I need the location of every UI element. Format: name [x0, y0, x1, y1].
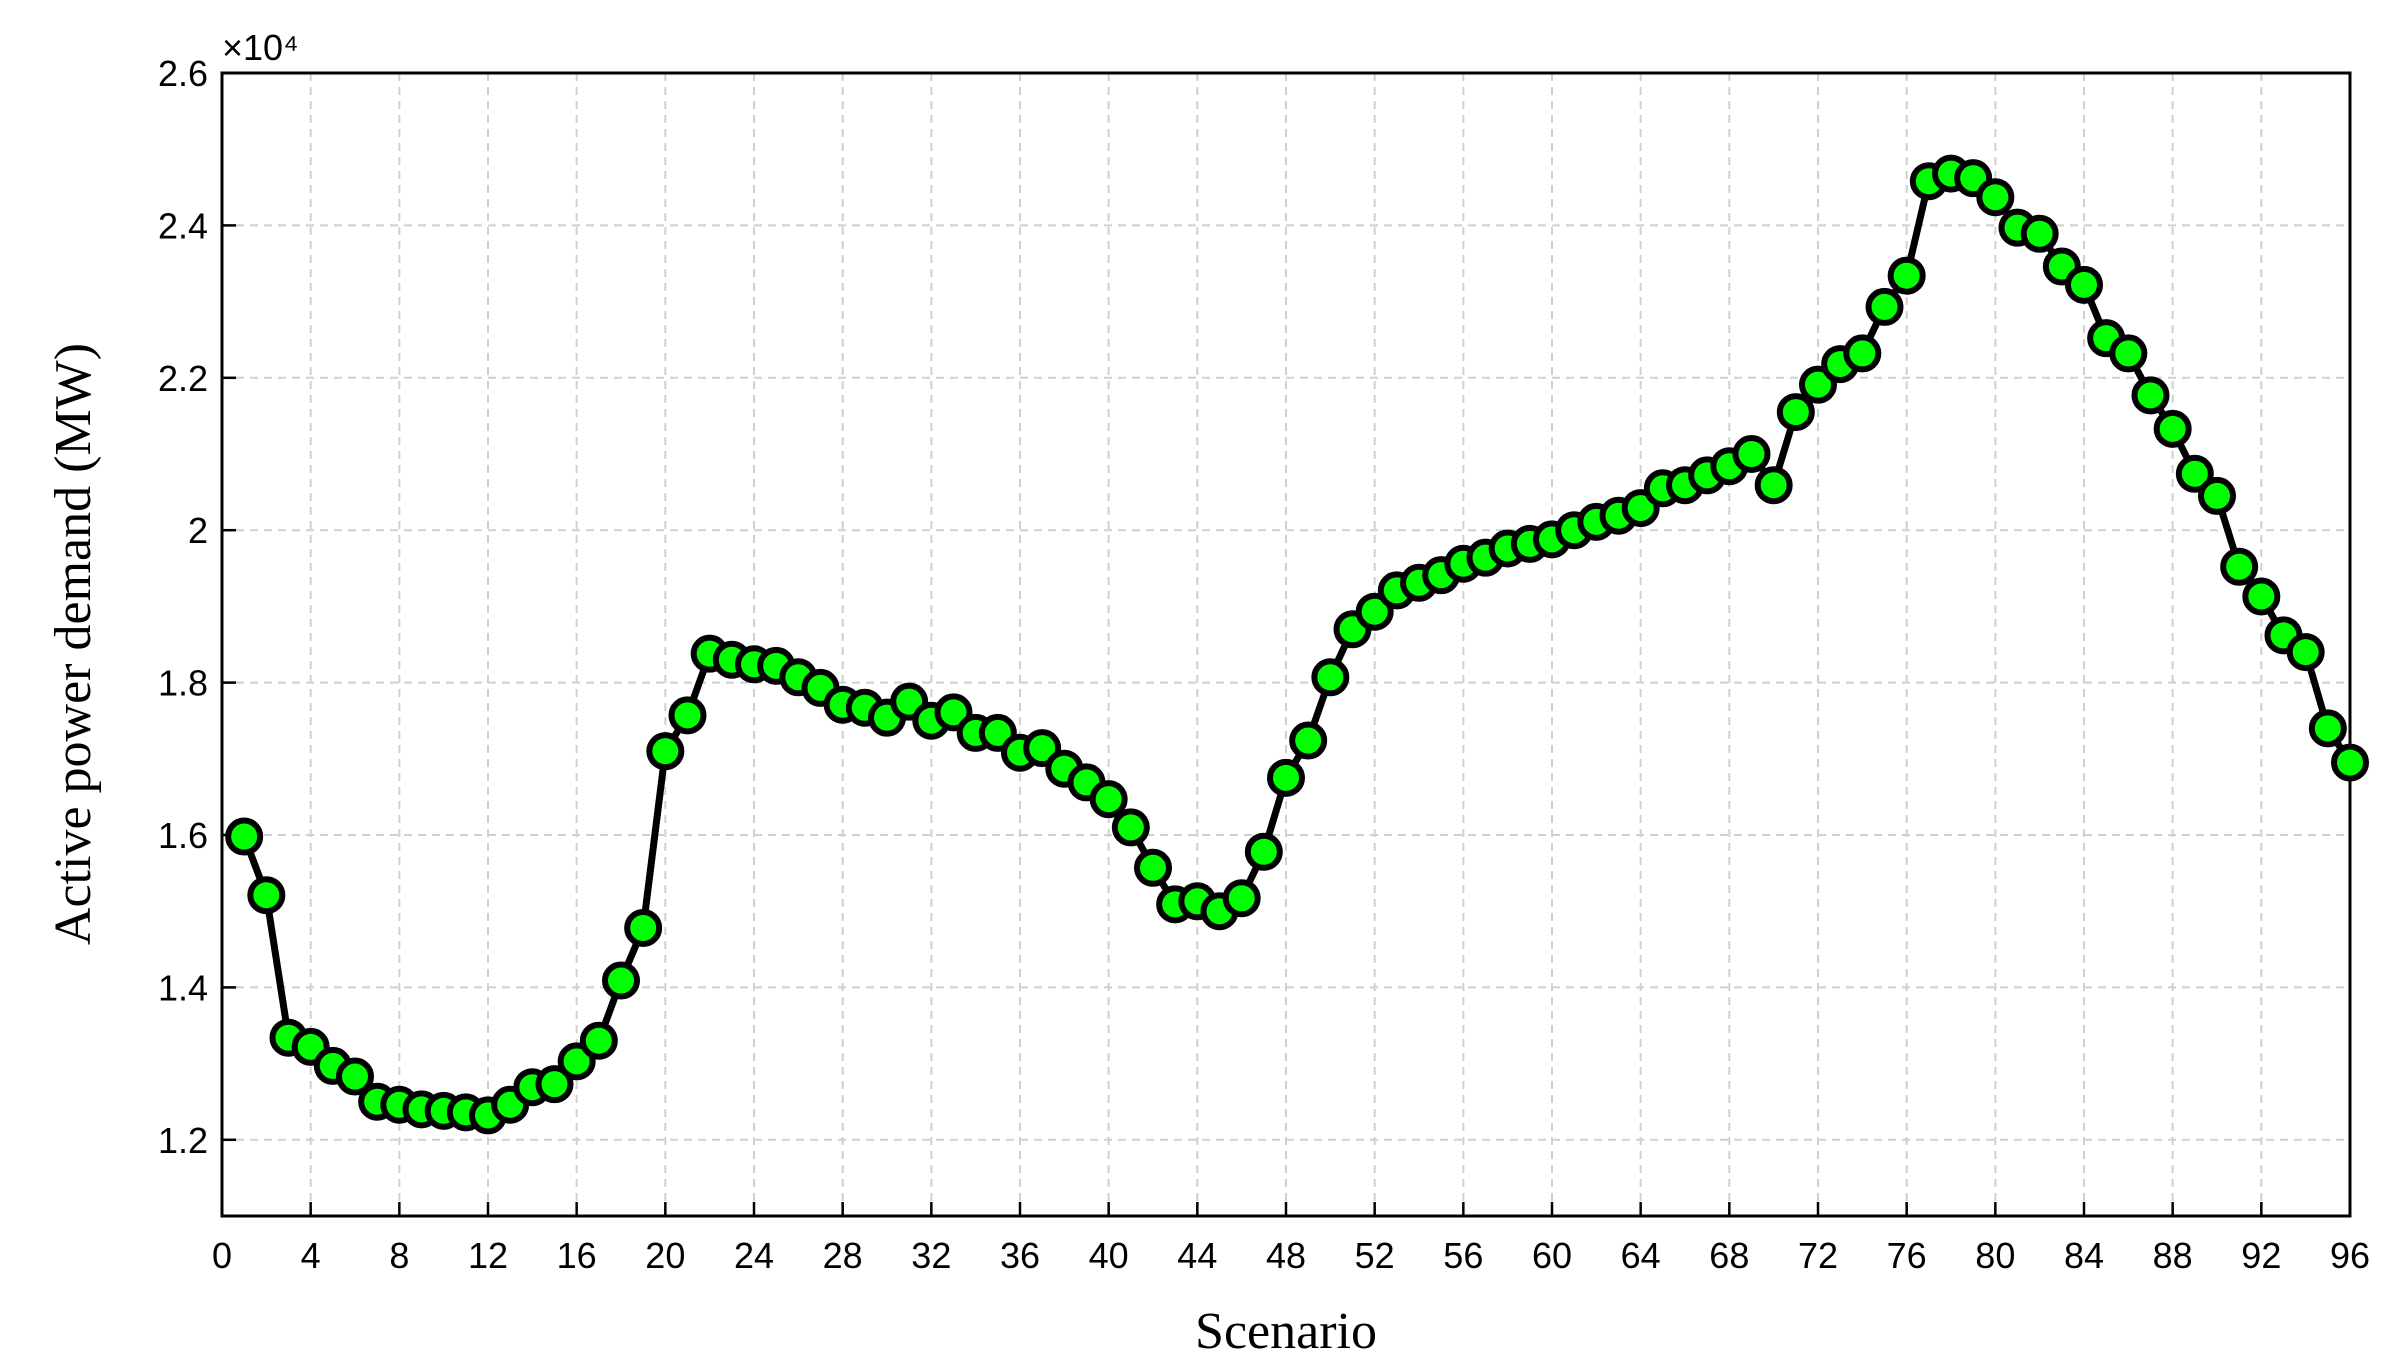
data-point	[2131, 376, 2170, 415]
data-point	[1355, 592, 1394, 631]
data-point	[2220, 547, 2259, 586]
data-point	[1976, 178, 2015, 217]
data-point	[1776, 393, 1815, 432]
data-point	[1222, 879, 1261, 918]
y-axis-title: Active power demand (MW)	[45, 343, 102, 945]
y-tick-label: 2	[188, 510, 208, 551]
data-point	[2242, 577, 2281, 616]
y-tick-label: 1.2	[158, 1120, 208, 1161]
data-point	[602, 961, 640, 1000]
x-tick-label: 12	[468, 1235, 508, 1276]
x-tick-label: 68	[1709, 1235, 1749, 1276]
x-tick-label: 76	[1887, 1235, 1927, 1276]
data-point	[1289, 721, 1328, 760]
data-point	[1865, 287, 1904, 326]
data-point	[1311, 658, 1350, 697]
x-tick-label: 96	[2330, 1235, 2370, 1276]
data-point	[2153, 409, 2192, 448]
x-tick-label: 80	[1975, 1235, 2015, 1276]
data-point	[2308, 709, 2347, 748]
data-point	[1244, 832, 1283, 871]
y-tick-label: 1.4	[158, 967, 208, 1008]
data-point	[2198, 476, 2236, 515]
data-point	[2109, 334, 2148, 373]
x-tick-label: 52	[1355, 1235, 1395, 1276]
x-tick-label: 16	[557, 1235, 597, 1276]
y-tick-label: 2.4	[158, 205, 208, 246]
data-point	[225, 817, 264, 856]
y-tick-label: 1.6	[158, 815, 208, 856]
x-tick-label: 92	[2241, 1235, 2281, 1276]
data-point	[2286, 633, 2325, 672]
x-tick-label: 28	[823, 1235, 863, 1276]
y-tick-label: 2.2	[158, 358, 208, 399]
x-tick-label: 48	[1266, 1235, 1306, 1276]
data-point	[1111, 808, 1150, 847]
data-point	[336, 1057, 374, 1096]
x-tick-label: 32	[911, 1235, 951, 1276]
x-tick-label: 24	[734, 1235, 774, 1276]
data-point	[624, 908, 663, 947]
data-point	[535, 1065, 574, 1104]
data-point	[1089, 780, 1128, 819]
x-tick-label: 88	[2153, 1235, 2193, 1276]
x-axis-title: Scenario	[1195, 1303, 1377, 1360]
data-point	[2175, 454, 2214, 493]
data-point	[1843, 334, 1882, 373]
y-tick-label: 1.8	[158, 663, 208, 704]
x-tick-label: 4	[301, 1235, 321, 1276]
data-point	[1732, 435, 1771, 473]
data-point	[1267, 758, 1305, 797]
x-tick-label: 60	[1532, 1235, 1572, 1276]
x-tick-label: 36	[1000, 1235, 1040, 1276]
x-tick-label: 20	[645, 1235, 685, 1276]
x-tick-label: 8	[389, 1235, 409, 1276]
data-point	[247, 876, 286, 915]
x-tick-label: 84	[2064, 1235, 2104, 1276]
data-point	[2020, 214, 2059, 253]
x-tick-label: 40	[1089, 1235, 1129, 1276]
y-multiplier: ×10⁴	[222, 27, 299, 68]
data-point	[1134, 848, 1172, 887]
x-tick-label: 72	[1798, 1235, 1838, 1276]
x-tick-label: 44	[1177, 1235, 1217, 1276]
data-point	[646, 732, 685, 771]
plot-frame	[220, 71, 2352, 1218]
x-tick-label: 64	[1621, 1235, 1661, 1276]
data-point	[2331, 743, 2369, 782]
data-point	[2065, 265, 2103, 304]
data-point	[1887, 256, 1926, 295]
data-point	[1754, 466, 1793, 505]
y-tick-label: 2.6	[158, 53, 208, 94]
data-point	[668, 696, 707, 735]
data-point	[579, 1021, 618, 1060]
x-tick-label: 56	[1443, 1235, 1483, 1276]
x-tick-label: 0	[212, 1235, 232, 1276]
